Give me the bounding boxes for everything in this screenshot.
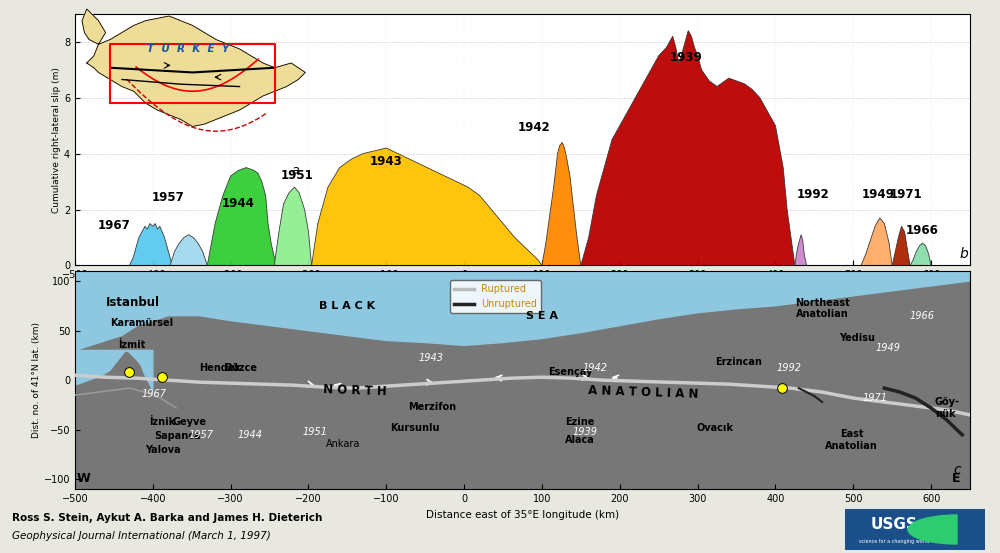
Text: Erzincan: Erzincan	[715, 357, 762, 367]
Text: 1943: 1943	[419, 353, 444, 363]
Polygon shape	[170, 234, 207, 265]
Text: Ovacık: Ovacık	[696, 423, 733, 433]
Text: USGS: USGS	[871, 517, 917, 532]
Wedge shape	[908, 515, 957, 544]
Text: Yedisu: Yedisu	[839, 333, 875, 343]
Y-axis label: Dist. no. of 41°N lat. (km): Dist. no. of 41°N lat. (km)	[32, 322, 41, 438]
Text: c: c	[953, 463, 961, 477]
Text: Kursunlu: Kursunlu	[390, 423, 440, 433]
Polygon shape	[910, 243, 931, 265]
Text: 1951: 1951	[280, 169, 313, 181]
Text: Alaca: Alaca	[565, 435, 595, 445]
Polygon shape	[892, 226, 910, 265]
Text: 1967: 1967	[142, 389, 167, 399]
Text: Geyve: Geyve	[172, 417, 206, 427]
Polygon shape	[861, 218, 892, 265]
Text: a: a	[291, 164, 299, 176]
Text: 1957: 1957	[189, 430, 214, 440]
Text: 1992: 1992	[796, 188, 829, 201]
Text: 1971: 1971	[890, 188, 922, 201]
Text: b: b	[960, 247, 969, 261]
Text: Karamürsel: Karamürsel	[110, 317, 173, 327]
Text: 1939: 1939	[670, 51, 702, 64]
Text: 1943: 1943	[370, 155, 403, 168]
Text: A N A T O L I A N: A N A T O L I A N	[588, 384, 699, 400]
Text: Hendek: Hendek	[200, 363, 242, 373]
Text: N O R T H: N O R T H	[323, 383, 387, 398]
Text: 1957: 1957	[152, 191, 185, 204]
Polygon shape	[274, 187, 312, 265]
Polygon shape	[542, 143, 581, 265]
Text: 1942: 1942	[518, 121, 551, 134]
Text: 1942: 1942	[582, 363, 607, 373]
Text: Geophysical Journal International (March 1, 1997): Geophysical Journal International (March…	[12, 531, 271, 541]
Text: Northeast
Anatolian: Northeast Anatolian	[795, 298, 850, 320]
Text: Yalova: Yalova	[145, 445, 181, 455]
Polygon shape	[82, 9, 305, 127]
Polygon shape	[581, 30, 795, 265]
Text: Istanbul: Istanbul	[106, 296, 160, 309]
Text: 1951: 1951	[302, 427, 327, 437]
Text: E: E	[952, 472, 961, 486]
Polygon shape	[312, 148, 542, 265]
Text: Ezine: Ezine	[565, 417, 595, 427]
Text: 1967: 1967	[98, 219, 130, 232]
Text: 1949: 1949	[862, 188, 895, 201]
Text: 1939: 1939	[572, 427, 597, 437]
Text: 1992: 1992	[777, 363, 802, 373]
Text: 1944: 1944	[238, 430, 263, 440]
Text: Sapanca: Sapanca	[154, 431, 201, 441]
Text: Merzifon: Merzifon	[408, 402, 456, 412]
Text: East
Anatolian: East Anatolian	[825, 429, 878, 451]
Polygon shape	[129, 223, 172, 265]
Legend: Ruptured, Unruptured: Ruptured, Unruptured	[450, 280, 541, 313]
Text: İznik: İznik	[149, 417, 175, 427]
Polygon shape	[75, 271, 970, 351]
Text: 1966: 1966	[905, 225, 938, 237]
Text: 1949: 1949	[876, 343, 901, 353]
Text: S E A: S E A	[526, 311, 558, 321]
Text: W: W	[77, 472, 90, 486]
Polygon shape	[75, 351, 153, 390]
Polygon shape	[207, 168, 277, 265]
Text: İzmit: İzmit	[118, 341, 145, 351]
Text: Ross S. Stein, Aykut A. Barka and James H. Dieterich: Ross S. Stein, Aykut A. Barka and James …	[12, 513, 322, 523]
Text: Esençay: Esençay	[548, 367, 593, 377]
Text: Göy-
nük: Göy- nük	[935, 397, 960, 419]
Text: T  U  R  K  E  Y: T U R K E Y	[147, 44, 229, 54]
Text: Düzce: Düzce	[224, 363, 257, 373]
Text: B L A C K: B L A C K	[319, 301, 375, 311]
Text: 1944: 1944	[222, 196, 255, 210]
X-axis label: Distance east of 35°E longitude (km): Distance east of 35°E longitude (km)	[426, 510, 619, 520]
Polygon shape	[795, 234, 807, 265]
Text: 1966: 1966	[909, 311, 934, 321]
Text: 1971: 1971	[863, 393, 888, 403]
Text: science for a changing world: science for a changing world	[859, 539, 929, 544]
Text: Ankara: Ankara	[326, 439, 360, 448]
Y-axis label: Cumulative right-lateral slip (m): Cumulative right-lateral slip (m)	[52, 67, 61, 212]
